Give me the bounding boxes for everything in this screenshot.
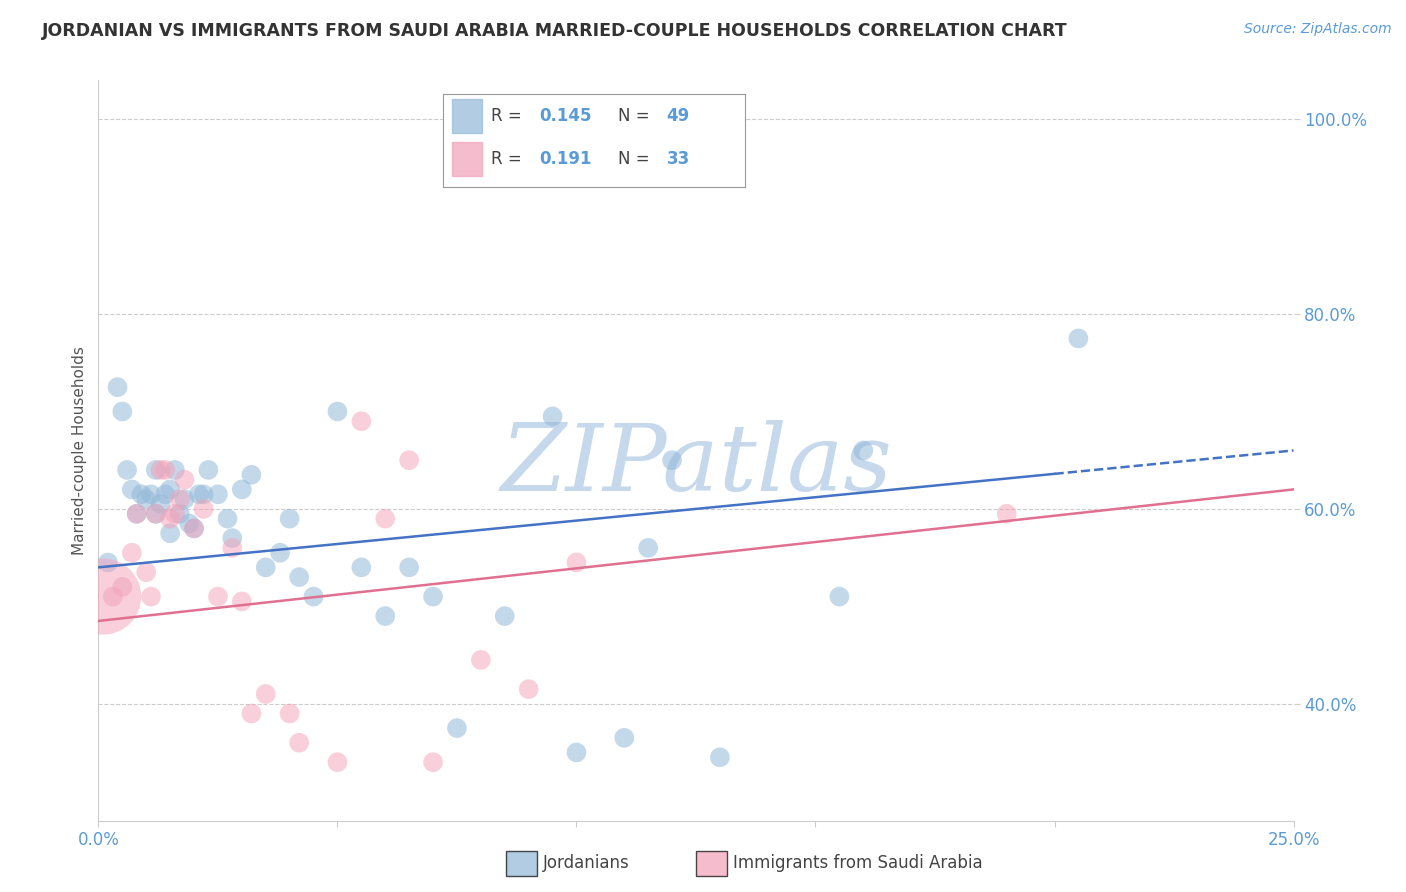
Text: 33: 33 <box>666 150 690 169</box>
Y-axis label: Married-couple Households: Married-couple Households <box>72 346 87 555</box>
Point <box>183 521 205 535</box>
Point <box>637 541 659 555</box>
Point <box>145 507 167 521</box>
Point <box>193 487 215 501</box>
Point <box>197 463 219 477</box>
Point <box>565 746 588 760</box>
Point <box>240 706 263 721</box>
Point <box>155 487 177 501</box>
Point <box>221 531 243 545</box>
Point <box>173 473 195 487</box>
Point <box>173 492 195 507</box>
Point <box>159 483 181 497</box>
Point <box>183 521 205 535</box>
Point <box>107 380 129 394</box>
Point <box>221 541 243 555</box>
Point <box>254 687 277 701</box>
Point <box>169 507 191 521</box>
Point <box>91 590 114 604</box>
Text: R =: R = <box>491 107 527 125</box>
Point <box>398 560 420 574</box>
Point <box>163 507 186 521</box>
Point <box>163 463 186 477</box>
Point <box>470 653 492 667</box>
Point <box>155 463 177 477</box>
Point <box>145 463 167 477</box>
Point <box>661 453 683 467</box>
Point <box>121 546 143 560</box>
Point <box>111 404 134 418</box>
Point <box>169 492 191 507</box>
Point <box>139 590 162 604</box>
Point <box>709 750 731 764</box>
Text: ZIPatlas: ZIPatlas <box>501 420 891 510</box>
Text: 0.145: 0.145 <box>540 107 592 125</box>
Point <box>135 492 157 507</box>
Point <box>278 511 301 525</box>
Point <box>1067 331 1090 345</box>
Point <box>326 404 349 418</box>
Point <box>613 731 636 745</box>
Point <box>302 590 325 604</box>
Text: Immigrants from Saudi Arabia: Immigrants from Saudi Arabia <box>733 855 983 872</box>
Point <box>422 590 444 604</box>
Point <box>125 507 148 521</box>
Point <box>231 483 253 497</box>
Point <box>350 560 373 574</box>
Point <box>517 682 540 697</box>
Point <box>207 487 229 501</box>
Point <box>207 590 229 604</box>
Point <box>269 546 291 560</box>
Point <box>422 755 444 769</box>
Point <box>254 560 277 574</box>
Point <box>398 453 420 467</box>
Point <box>111 580 134 594</box>
Text: 49: 49 <box>666 107 690 125</box>
Point <box>193 502 215 516</box>
Text: R =: R = <box>491 150 527 169</box>
Point <box>121 483 143 497</box>
Point <box>852 443 875 458</box>
Point <box>565 556 588 570</box>
Text: N =: N = <box>619 150 655 169</box>
Point <box>446 721 468 735</box>
Point <box>350 414 373 428</box>
Text: Source: ZipAtlas.com: Source: ZipAtlas.com <box>1244 22 1392 37</box>
Point <box>288 570 311 584</box>
Point <box>101 590 124 604</box>
Point <box>159 511 181 525</box>
Point <box>374 511 396 525</box>
Point <box>97 556 120 570</box>
Point <box>217 511 239 525</box>
Text: 0.191: 0.191 <box>540 150 592 169</box>
Point <box>115 463 138 477</box>
Point <box>541 409 564 424</box>
Point <box>125 507 148 521</box>
Point <box>231 594 253 608</box>
Point <box>661 867 683 881</box>
Point <box>135 566 157 580</box>
Point <box>326 755 349 769</box>
Point <box>240 467 263 482</box>
Point <box>179 516 201 531</box>
Point <box>995 507 1018 521</box>
Point <box>149 463 172 477</box>
Point <box>149 497 172 511</box>
Point <box>374 609 396 624</box>
Point <box>139 487 162 501</box>
Point <box>187 487 209 501</box>
Bar <box>451 99 482 133</box>
Point <box>159 526 181 541</box>
Bar <box>451 143 482 176</box>
Point <box>278 706 301 721</box>
Point <box>131 487 153 501</box>
Text: JORDANIAN VS IMMIGRANTS FROM SAUDI ARABIA MARRIED-COUPLE HOUSEHOLDS CORRELATION : JORDANIAN VS IMMIGRANTS FROM SAUDI ARABI… <box>42 22 1067 40</box>
Point <box>145 507 167 521</box>
Text: Jordanians: Jordanians <box>543 855 630 872</box>
Point <box>288 736 311 750</box>
Point <box>494 609 516 624</box>
Point <box>828 590 851 604</box>
Text: N =: N = <box>619 107 655 125</box>
